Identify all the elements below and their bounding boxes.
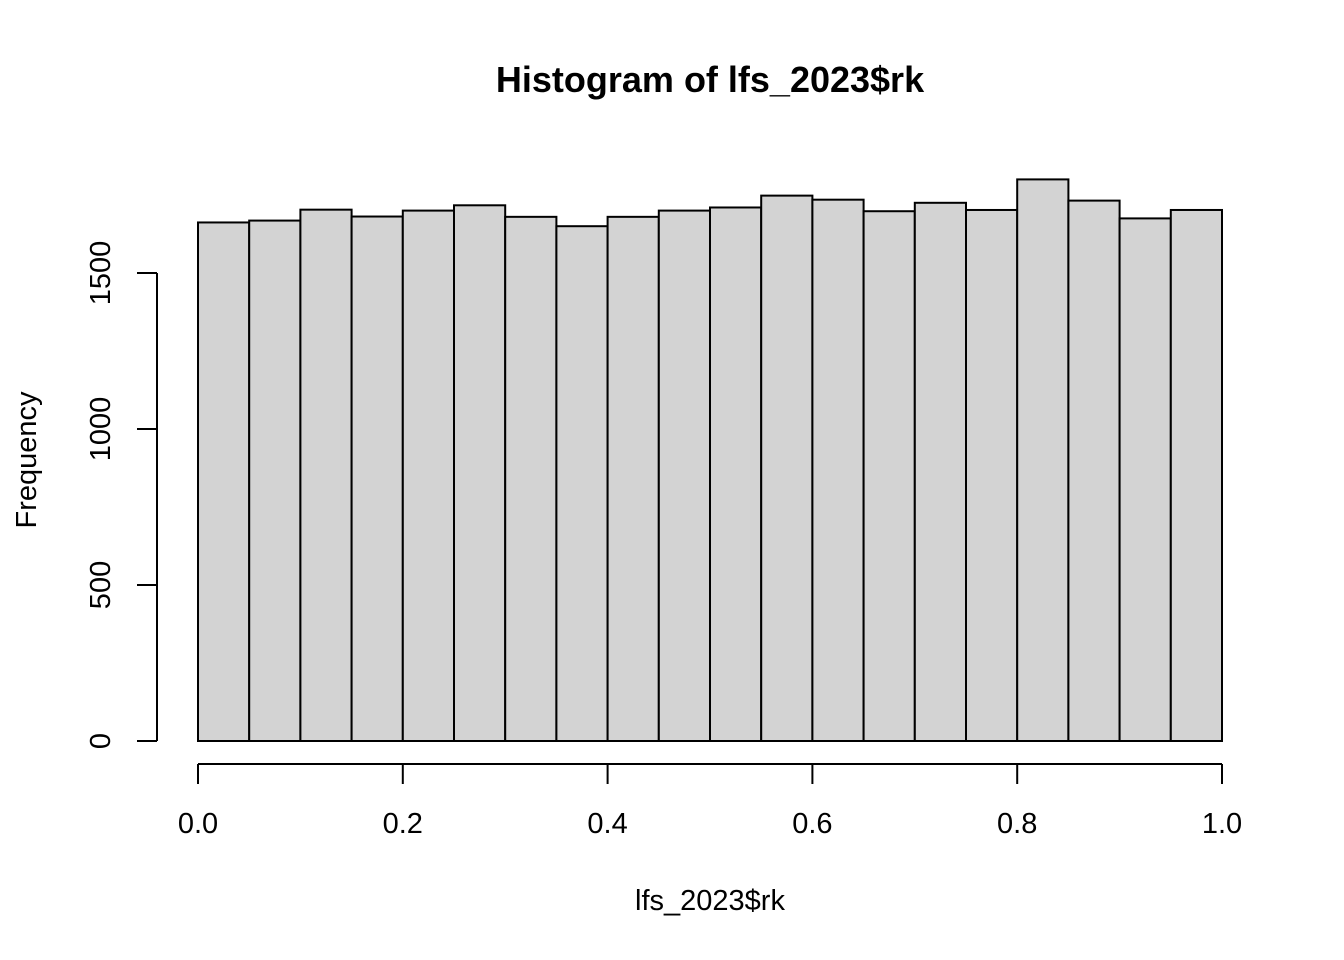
y-axis: 0 500 1000 1500 xyxy=(85,241,158,749)
x-tick-label-1: 0.2 xyxy=(383,808,423,840)
chart-title: Histogram of lfs_2023$rk xyxy=(496,59,925,100)
histogram-bar-14 xyxy=(913,201,967,743)
histogram-bar-0 xyxy=(197,221,251,742)
y-tick-label-3: 1500 xyxy=(85,241,117,306)
histogram-bar-2 xyxy=(299,208,353,742)
histogram-bar-10 xyxy=(709,206,763,743)
histogram-bar-6 xyxy=(504,215,558,742)
x-tick-label-0: 0.0 xyxy=(178,808,218,840)
y-axis-label: Frequency xyxy=(11,391,43,529)
histogram-bar-11 xyxy=(760,194,814,742)
histogram-bar-18 xyxy=(1118,217,1172,742)
x-tick-label-3: 0.6 xyxy=(792,808,832,840)
y-tick-label-1: 500 xyxy=(85,561,117,609)
x-tick-label-4: 0.8 xyxy=(997,808,1037,840)
histogram-bar-7 xyxy=(555,225,609,742)
histogram-bar-13 xyxy=(862,210,916,742)
histogram-bar-5 xyxy=(453,204,507,742)
y-tick-label-0: 0 xyxy=(85,733,117,749)
y-tick-label-2: 1000 xyxy=(85,397,117,462)
x-tick-label-2: 0.4 xyxy=(587,808,627,840)
histogram-bar-9 xyxy=(657,209,711,743)
histogram-bar-15 xyxy=(965,208,1019,742)
histogram-bar-17 xyxy=(1067,199,1121,742)
x-axis-label: lfs_2023$rk xyxy=(635,885,785,917)
histogram-bar-19 xyxy=(1169,208,1224,742)
histogram-bar-16 xyxy=(1016,178,1070,742)
x-axis: 0.0 0.2 0.4 0.6 0.8 1.0 xyxy=(178,763,1242,840)
histogram-bar-12 xyxy=(811,198,865,742)
histogram-bar-8 xyxy=(606,215,660,742)
histogram-bars xyxy=(197,178,1224,743)
histogram-bar-4 xyxy=(401,209,455,743)
histogram-bar-1 xyxy=(248,219,302,743)
histogram-bar-3 xyxy=(350,215,404,742)
x-tick-label-5: 1.0 xyxy=(1202,808,1242,840)
